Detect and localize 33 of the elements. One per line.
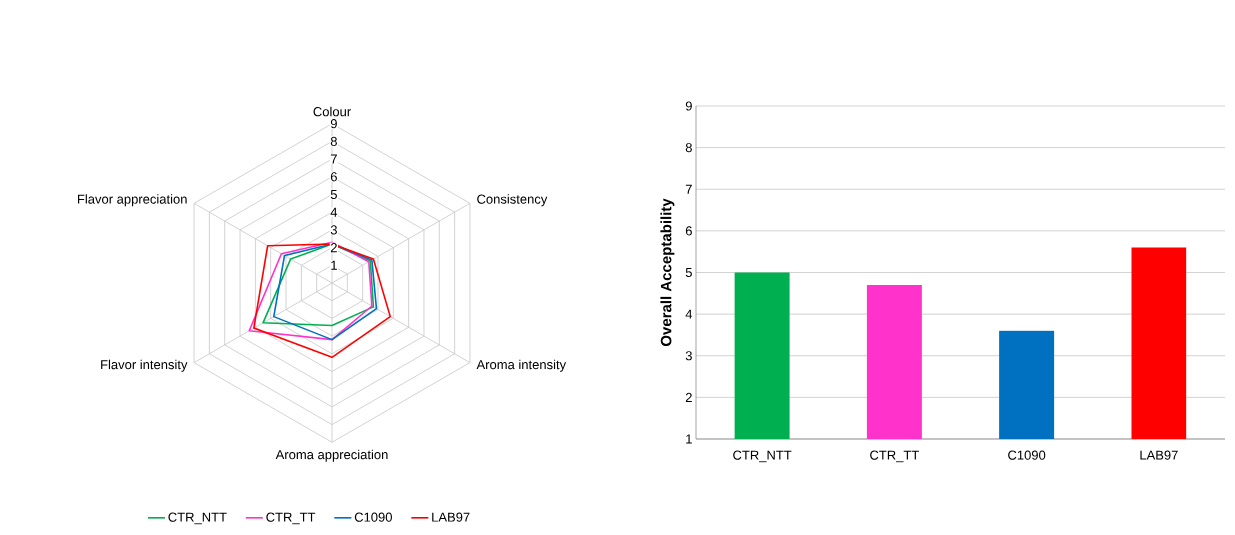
y-tick-label: 1 (331, 260, 337, 270)
spoke-label: Flavor appreciation (78, 194, 187, 207)
y-tick-label: 5 (330, 189, 337, 200)
x-tick-label: CTR_NTT (733, 450, 792, 463)
x-tick-label: C1090 (1008, 450, 1046, 460)
y-tick-label: 8 (685, 143, 692, 153)
y-tick-label: 2 (330, 243, 337, 253)
y-tick-label: 9 (330, 119, 337, 129)
legend-label: C1090 (354, 512, 392, 522)
x-tick-label: CTR_TT (870, 450, 919, 463)
x-tick-label: LAB97 (1140, 450, 1178, 460)
y-tick-label: 6 (330, 172, 337, 182)
y-tick-label: 2 (685, 392, 692, 402)
spoke-label: Flavor intensity (101, 359, 188, 372)
y-tick-label: 8 (330, 136, 337, 146)
y-tick-label: 4 (685, 309, 693, 319)
y-tick-label: 1 (686, 434, 692, 444)
y-tick-label: 5 (685, 267, 692, 278)
y-tick-label: 3 (330, 225, 337, 235)
spoke-label: Colour (313, 106, 351, 117)
y-tick-label: 6 (685, 226, 692, 236)
y-axis-title: Overall Acceptability (660, 198, 675, 347)
legend-label: LAB97 (432, 512, 470, 522)
y-tick-label: 9 (685, 101, 692, 111)
spoke-label: Aroma appreciation (275, 449, 388, 462)
spoke-label: Aroma intensity (476, 359, 567, 372)
spoke-label: Consistency (477, 194, 548, 207)
legend-label: CTR_NTT (168, 512, 227, 525)
y-tick-label: 3 (685, 351, 692, 361)
y-tick-label: 7 (685, 184, 692, 194)
legend-label: CTR_TT (266, 512, 316, 525)
y-tick-label: 7 (330, 154, 337, 164)
y-tick-label: 4 (330, 207, 338, 217)
